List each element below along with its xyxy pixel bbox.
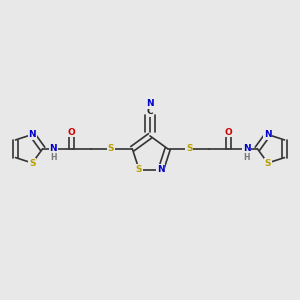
Text: H: H <box>50 153 56 162</box>
Text: S: S <box>186 144 193 153</box>
Text: N: N <box>243 144 251 153</box>
Text: N: N <box>264 130 272 139</box>
Text: N: N <box>49 144 57 153</box>
Text: O: O <box>68 128 76 137</box>
Text: S: S <box>107 144 114 153</box>
Text: S: S <box>265 158 271 167</box>
Text: O: O <box>224 128 232 137</box>
Text: H: H <box>244 153 250 162</box>
Text: N: N <box>28 130 36 139</box>
Text: C: C <box>147 107 153 116</box>
Text: N: N <box>146 99 154 108</box>
Text: S: S <box>136 165 142 174</box>
Text: S: S <box>29 158 35 167</box>
Text: N: N <box>157 165 165 174</box>
